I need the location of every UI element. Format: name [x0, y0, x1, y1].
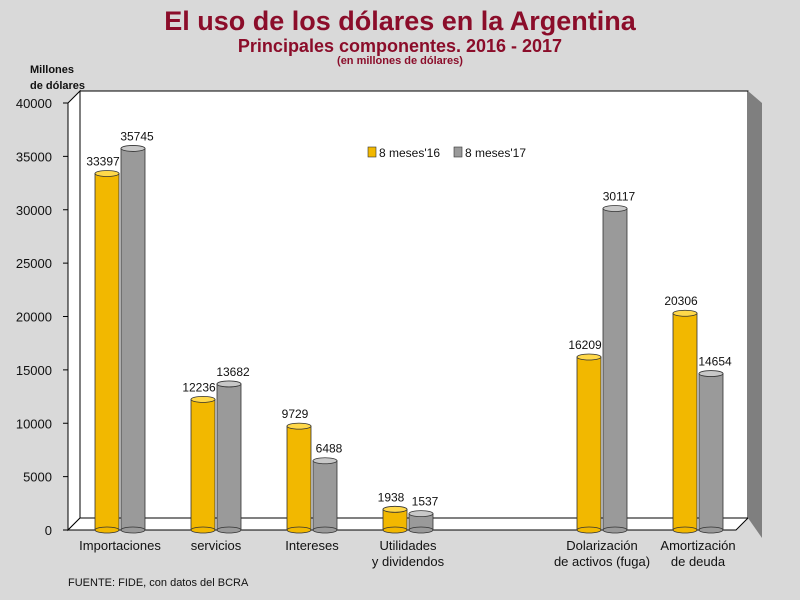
bar-s16-top	[672, 309, 698, 317]
plot-floor	[66, 517, 750, 531]
y-axis-label-line2: de dólares	[30, 80, 86, 92]
bar-s16	[672, 312, 698, 531]
bar-s16-base	[576, 526, 602, 534]
y-axis-label: Millones de dólares	[30, 62, 100, 94]
bar-s17	[216, 383, 242, 531]
bar-s17-base	[312, 526, 338, 534]
y-tick-label: 20000	[16, 310, 52, 325]
bar-s17	[120, 148, 146, 531]
bar-s16	[576, 356, 602, 531]
data-label: 1938	[378, 490, 405, 504]
data-label: 9729	[282, 407, 309, 421]
bar-s17-base	[120, 526, 146, 534]
legend-swatch	[367, 146, 377, 158]
bar-s17-top	[698, 370, 724, 377]
bar-s17-top	[312, 457, 338, 465]
bar-s17-base	[216, 526, 242, 534]
bar-s16-top	[190, 395, 216, 403]
legend-label: 8 meses'16	[379, 146, 440, 160]
bar-s16-top	[286, 422, 312, 430]
x-tick-label: de deuda	[671, 554, 726, 569]
y-tick-label: 10000	[16, 416, 52, 431]
bar-s17-top	[408, 510, 434, 517]
x-tick-label: Utilidades	[379, 538, 437, 553]
x-tick-label: Amortización	[660, 538, 735, 553]
units-note: (en millones de dólares)	[337, 55, 463, 67]
y-tick-label: 0	[45, 523, 52, 538]
y-tick-label: 15000	[16, 363, 52, 378]
legend-label: 8 meses'17	[465, 146, 526, 160]
bar-s17	[698, 373, 724, 531]
data-label: 13682	[216, 365, 250, 379]
bar-s17-top	[602, 205, 628, 212]
bar-s17-base	[408, 526, 434, 534]
x-tick-label: Importaciones	[79, 538, 161, 553]
bar-s16	[94, 173, 120, 531]
bar-s16-top	[94, 170, 120, 177]
chart-subtitle: Principales componentes. 2016 - 2017	[237, 36, 563, 56]
x-tick-label: de activos (fuga)	[554, 554, 650, 569]
plot-shadow	[748, 91, 762, 538]
x-tick-label: servicios	[191, 538, 242, 553]
x-tick-label: Dolarización	[566, 538, 638, 553]
bar-s17-base	[602, 526, 628, 534]
data-label: 33397	[86, 154, 120, 168]
bar-s16-base	[94, 526, 120, 534]
data-label: 30117	[603, 190, 636, 204]
data-label: 35745	[120, 129, 154, 143]
data-label: 1537	[412, 495, 439, 509]
y-tick-label: 30000	[16, 203, 52, 218]
bar-s17	[602, 208, 628, 531]
chart-title: El uso de los dólares en la Argentina	[164, 6, 636, 36]
source-note: FUENTE: FIDE, con datos del BCRA	[68, 577, 249, 589]
legend-swatch	[453, 146, 463, 158]
bar-s17-top	[120, 145, 146, 152]
y-tick-label: 35000	[16, 149, 52, 164]
y-tick-label: 5000	[23, 470, 52, 485]
bar-s16-base	[190, 526, 216, 534]
bar-s16-top	[382, 505, 408, 513]
data-label: 20306	[664, 294, 698, 308]
y-axis-label-line1: Millones	[30, 64, 75, 76]
bar-s17-base	[698, 526, 724, 534]
bar-s17	[312, 460, 338, 531]
y-tick-label: 25000	[16, 256, 52, 271]
y-tick-label: 40000	[16, 96, 52, 111]
bar-s16-top	[576, 353, 602, 361]
bar-s16	[190, 398, 216, 531]
data-label: 6488	[316, 442, 343, 456]
data-label: 16209	[568, 338, 602, 352]
x-tick-label: y dividendos	[372, 554, 445, 569]
bar-s17-top	[216, 380, 242, 388]
bar-s16-base	[286, 526, 312, 534]
plot-side-wall	[67, 89, 81, 532]
data-label: 12236	[182, 380, 216, 394]
bar-s16-base	[382, 526, 408, 534]
x-tick-label: Intereses	[285, 538, 339, 553]
bar-s16	[286, 425, 312, 531]
bar-s16-base	[672, 526, 698, 534]
data-label: 14654	[698, 355, 732, 369]
